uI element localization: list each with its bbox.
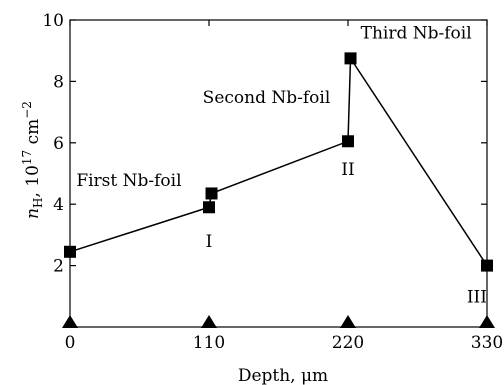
y-axis-label-text: , 10 (23, 165, 43, 197)
x-tick-label: 110 (193, 333, 225, 353)
y-tick-label: 10 (42, 11, 64, 31)
x-tick-label: 0 (65, 333, 76, 353)
y-axis-label-symbol: n (23, 208, 43, 219)
annotation-label: First Nb-foil (76, 171, 181, 191)
data-point-triangle (479, 315, 495, 328)
series-markers (62, 52, 495, 328)
y-tick-label: 2 (53, 257, 64, 277)
annotation-label: I (206, 232, 213, 252)
y-tick-label: 6 (53, 134, 64, 154)
annotation-label: II (341, 160, 354, 180)
data-point-triangle (340, 315, 356, 328)
data-point-triangle (62, 315, 78, 328)
y-tick-label: 8 (53, 72, 64, 92)
data-point-square (481, 259, 493, 272)
x-tick-label: 220 (332, 333, 364, 353)
annotation-label: Second Nb-foil (203, 88, 331, 108)
x-tick-label: 330 (471, 333, 503, 353)
y-axis-label-unit: cm (23, 119, 43, 150)
series-lines (69, 55, 488, 267)
y-axis-label-sup: 17 (20, 150, 34, 165)
series-line (69, 55, 488, 267)
data-point-square (344, 52, 357, 65)
annotation-label: III (467, 287, 487, 307)
data-point-triangle (201, 315, 217, 328)
data-point-square (203, 201, 215, 214)
y-axis-label: nH, 1017 cm−2 (20, 101, 45, 219)
annotation-label: Third Nb-foil (361, 23, 472, 43)
y-axis-label-unit-sup: −2 (20, 101, 34, 119)
axis-ticks: 0 110 220 330 2 4 6 8 10 (42, 11, 503, 353)
axes-frame (69, 19, 488, 328)
x-axis-label: Depth, μm (238, 366, 328, 385)
data-point-square (64, 245, 76, 258)
data-point-square (205, 187, 218, 200)
data-point-square (342, 135, 354, 148)
y-axis-label-sub: H (31, 198, 45, 208)
y-tick-label: 4 (53, 195, 64, 215)
annotations: First Nb-foil Second Nb-foil Third Nb-foil… (76, 23, 487, 307)
plot-frame (69, 19, 488, 328)
